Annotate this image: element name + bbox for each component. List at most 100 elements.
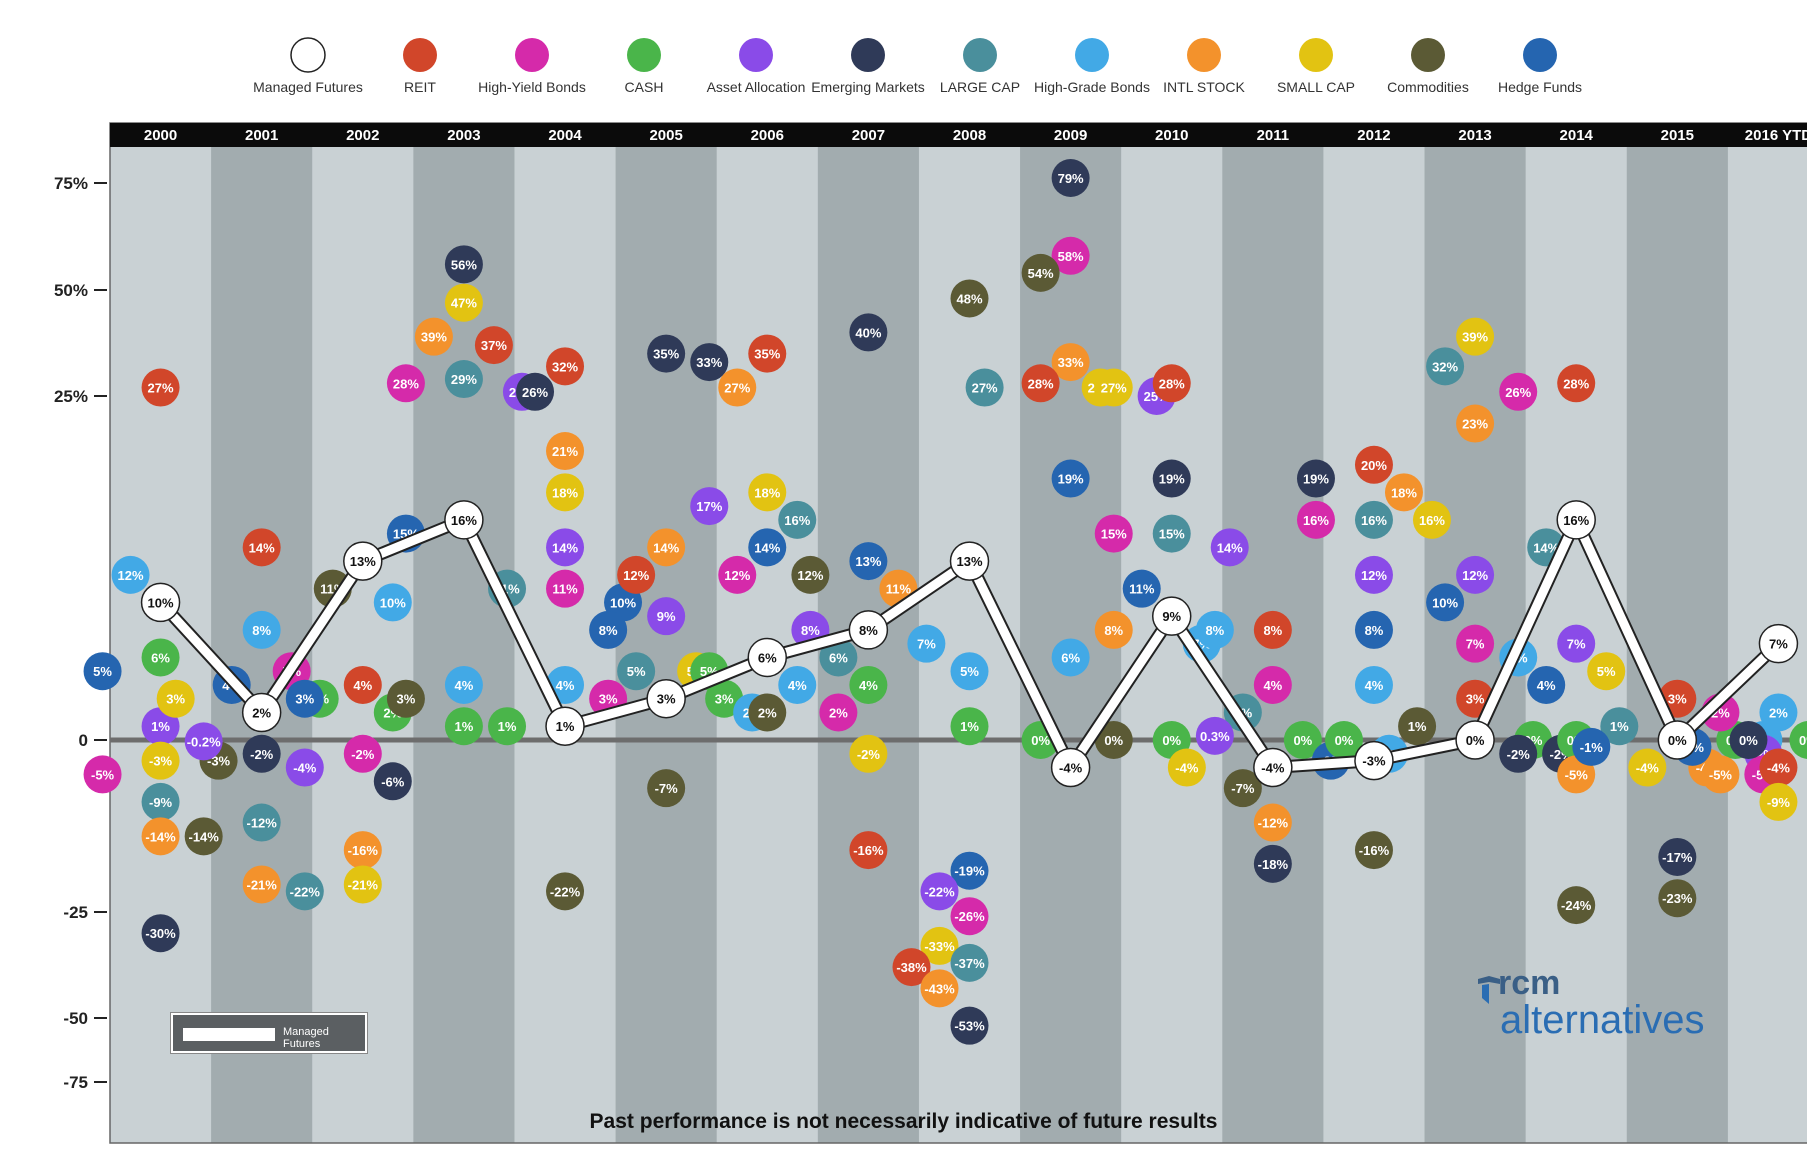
bubble-small-cap: -4%: [1167, 748, 1206, 787]
bubble-hedge-funds: 19%: [1051, 459, 1090, 498]
managed-futures-point: 2%: [241, 692, 282, 733]
bubble-circle: [285, 872, 324, 911]
bubble-high-grade-bonds: 4%: [444, 665, 483, 704]
bubble-label: 1%: [498, 719, 517, 734]
bubble-circle: [1253, 803, 1292, 842]
bubble-circle: [1354, 831, 1393, 870]
year-column: [312, 123, 414, 1143]
bubble-high-grade-bonds: 12%: [111, 555, 150, 594]
bubble-asset-allocation: 17%: [690, 487, 729, 526]
bubble-label: 3%: [1668, 692, 1687, 707]
bubble-hedge-funds: -19%: [950, 851, 989, 890]
bubble-circle: [892, 948, 931, 987]
bubble-high-grade-bonds: 6%: [1051, 638, 1090, 677]
managed-futures-circle: [747, 637, 788, 678]
bubble-intl-stock: -14%: [141, 817, 180, 856]
bubble-circle: [1354, 665, 1393, 704]
bubble-circle: [1572, 727, 1611, 766]
bubble-label: -5%: [91, 767, 115, 782]
bubble-circle: [819, 693, 858, 732]
bubble-label: -22%: [924, 884, 955, 899]
managed-futures-point: 6%: [747, 637, 788, 678]
bubble-commodities: 3%: [386, 679, 425, 718]
bubble-commodities: 48%: [950, 279, 989, 318]
bubble-emerging-markets: 56%: [444, 245, 483, 284]
bubble-circle: [748, 693, 787, 732]
legend-label: REIT: [404, 79, 436, 95]
bubble-emerging-markets: 0%: [1729, 721, 1768, 759]
bubble-label: 33%: [1058, 355, 1084, 370]
bubble-high-yield-bonds: -5%: [83, 755, 122, 794]
bubble-label: 14%: [249, 540, 275, 555]
year-label: 2006: [751, 127, 784, 144]
legend-swatch: [627, 38, 661, 72]
bubble-label: -5%: [1709, 767, 1733, 782]
bubble-commodities: -22%: [546, 872, 585, 911]
managed-futures-label: 6%: [758, 650, 777, 665]
bubble-circle: [414, 317, 453, 356]
bubble-circle: [1398, 707, 1437, 746]
bubble-circle: [184, 722, 223, 761]
bubble-label: 15%: [1101, 527, 1127, 542]
bubble-label: 27%: [724, 381, 750, 396]
bubble-label: 11%: [886, 582, 912, 597]
bubble-label: 0.3%: [1200, 729, 1230, 744]
bubble-small-cap: 39%: [1456, 317, 1495, 356]
bubble-circle: [647, 334, 686, 373]
bubble-circle: [849, 313, 888, 352]
rcm-alternatives-logo: rcm alternatives: [1478, 964, 1738, 1056]
bubble-circle: [1789, 721, 1807, 759]
legend-item: REIT: [403, 38, 437, 95]
bubble-small-cap: 18%: [748, 473, 787, 512]
bubble-circle: [516, 372, 555, 411]
bubble-circle: [1094, 721, 1133, 759]
bubble-circle: [647, 769, 686, 808]
bubble-label: -26%: [954, 909, 985, 924]
legend-item: CASH: [625, 38, 663, 95]
bubble-circle: [386, 364, 425, 403]
managed-futures-point: 3%: [646, 678, 686, 719]
bubble-label: 13%: [855, 554, 881, 569]
legend-label: INTL STOCK: [1163, 79, 1245, 95]
bubble-circle: [1456, 404, 1495, 443]
bubble-label: 14%: [653, 540, 679, 555]
bubble-circle: [141, 638, 180, 677]
bubble-label: 19%: [1058, 472, 1084, 487]
bubble-high-yield-bonds: 58%: [1051, 236, 1090, 275]
bubble-circle: [1094, 514, 1133, 553]
y-tick-label: -25: [63, 903, 88, 922]
year-label: 2002: [346, 127, 379, 144]
bubble-circle: [1729, 721, 1768, 759]
bubble-cash: 0%: [1324, 721, 1363, 759]
bubble-circle: [1426, 347, 1465, 386]
year-header-background: [110, 123, 1807, 147]
bubble-circle: [647, 528, 686, 567]
bubble-circle: [1600, 707, 1639, 746]
year-label: 2003: [447, 127, 480, 144]
legend-item: Asset Allocation: [707, 38, 805, 95]
bubble-circle: [386, 679, 425, 718]
year-label: 2010: [1155, 127, 1188, 144]
bubble-commodities: -23%: [1658, 879, 1697, 918]
plot-background: [109, 122, 1807, 1144]
bubble-hedge-funds: 8%: [589, 610, 628, 649]
bubble-reit: -16%: [849, 831, 888, 870]
bubble-circle: [343, 865, 382, 904]
managed-futures-label: 0%: [1466, 733, 1485, 748]
bubble-circle: [546, 347, 585, 386]
year-label: 2007: [852, 127, 885, 144]
bubble-circle: [373, 583, 412, 622]
bubble-high-yield-bonds: 2%: [819, 693, 858, 732]
bubble-small-cap: -9%: [1759, 782, 1798, 821]
bubble-small-cap: -33%: [920, 926, 959, 965]
y-tick-label: 25%: [54, 387, 88, 406]
bubble-intl-stock: 23%: [1456, 404, 1495, 443]
bubble-circle: [373, 762, 412, 801]
bubble-label: -9%: [1767, 795, 1791, 810]
bubble-label: 10%: [1432, 595, 1458, 610]
bubble-reit: 27%: [141, 368, 180, 407]
bubble-emerging-markets: -18%: [1253, 844, 1292, 883]
bubble-high-yield-bonds: 11%: [546, 569, 585, 608]
bubble-large-cap: -37%: [950, 943, 989, 982]
bubble-circle: [950, 943, 989, 982]
